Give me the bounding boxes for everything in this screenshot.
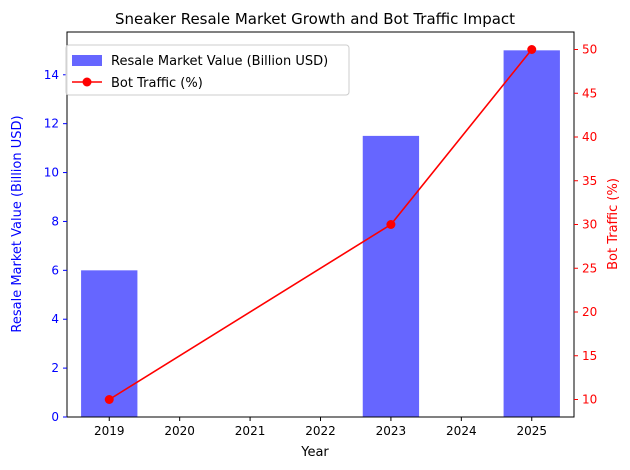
right-y-tick-label: 20 bbox=[582, 305, 597, 319]
right-y-tick-label: 50 bbox=[582, 43, 597, 57]
right-y-axis-label: Bot Traffic (%) bbox=[606, 178, 621, 270]
left-y-tick-label: 14 bbox=[44, 68, 59, 82]
bars-layer bbox=[81, 50, 560, 417]
left-y-axis: 0 2 4 6 8 10 12 14 bbox=[44, 68, 67, 424]
bot-traffic-point-2025 bbox=[527, 45, 537, 54]
bar-2019 bbox=[81, 270, 138, 417]
legend-label-line: Bot Traffic (%) bbox=[111, 76, 203, 91]
x-tick-label: 2022 bbox=[305, 424, 336, 438]
x-tick-label: 2019 bbox=[94, 424, 125, 438]
left-y-tick-label: 8 bbox=[51, 214, 59, 228]
bar-2025 bbox=[503, 50, 560, 417]
right-y-tick-label: 35 bbox=[582, 174, 597, 188]
bot-traffic-point-2019 bbox=[104, 395, 114, 404]
legend-box bbox=[65, 44, 350, 96]
x-tick-label: 2024 bbox=[446, 424, 477, 438]
left-y-tick-label: 6 bbox=[51, 263, 59, 277]
x-tick-label: 2020 bbox=[164, 424, 195, 438]
right-y-tick-label: 15 bbox=[582, 349, 597, 363]
chart-title: Sneaker Resale Market Growth and Bot Tra… bbox=[115, 10, 515, 28]
left-y-tick-label: 12 bbox=[44, 117, 59, 131]
left-y-tick-label: 2 bbox=[51, 361, 59, 375]
right-y-axis: 10 15 20 25 30 35 40 45 50 bbox=[574, 43, 597, 407]
legend-label-bars: Resale Market Value (Billion USD) bbox=[111, 54, 328, 69]
legend-swatch-bars bbox=[72, 55, 102, 66]
right-y-tick-label: 40 bbox=[582, 130, 597, 144]
left-y-tick-label: 4 bbox=[51, 312, 59, 326]
x-tick-label: 2021 bbox=[235, 424, 266, 438]
right-y-tick-label: 30 bbox=[582, 218, 597, 232]
legend: Resale Market Value (Billion USD) Bot Tr… bbox=[65, 44, 350, 96]
x-tick-label: 2023 bbox=[376, 424, 407, 438]
x-axis: 2019 2020 2021 2022 2023 2024 2025 bbox=[94, 417, 547, 438]
line-layer bbox=[104, 45, 537, 404]
left-y-tick-label: 10 bbox=[44, 166, 59, 180]
x-axis-label: Year bbox=[300, 445, 329, 460]
legend-swatch-marker bbox=[82, 77, 92, 87]
bar-2023 bbox=[362, 135, 420, 417]
left-y-tick-label: 0 bbox=[51, 410, 59, 424]
bot-traffic-line bbox=[108, 48, 533, 401]
x-tick-label: 2025 bbox=[516, 424, 547, 438]
right-y-tick-label: 25 bbox=[582, 261, 597, 275]
left-y-axis-label: Resale Market Value (Billion USD) bbox=[10, 115, 25, 332]
bot-traffic-point-2023 bbox=[386, 220, 396, 229]
right-y-tick-label: 45 bbox=[582, 86, 597, 100]
right-y-tick-label: 10 bbox=[582, 393, 597, 407]
